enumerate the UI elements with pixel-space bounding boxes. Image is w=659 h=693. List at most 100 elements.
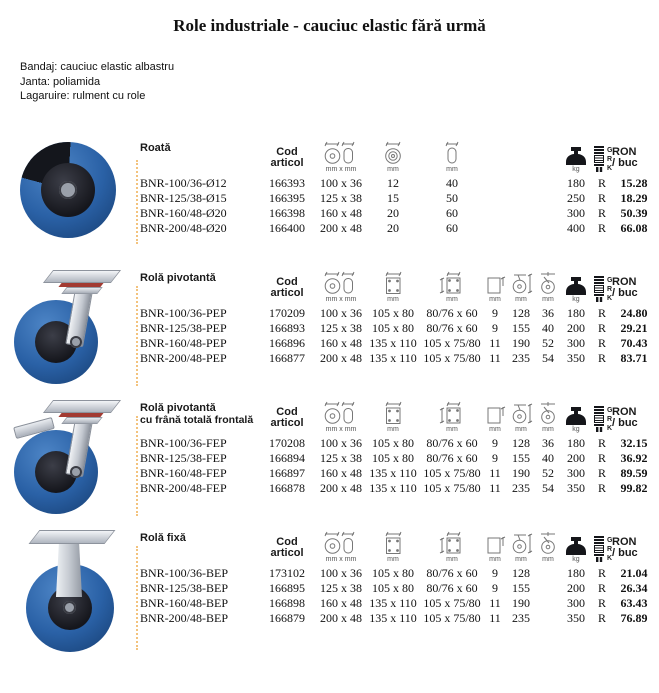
article-code: 166893 [269,321,305,335]
table-row: BNR-160/48-Ø20 166398 160 x 48 20 60 300 R 50.3… [140,206,656,221]
article-code: 166894 [269,451,305,465]
plate-size: 135 x 110 [369,596,417,610]
bearing-type: R [597,566,606,580]
swivel-offset: 36 [542,306,554,320]
bearing-legend-ball: K [594,424,612,432]
table-row: BNR-125/38-PEP 166893 125 x 38 105 x 80 80/7… [140,321,656,336]
product-photo-wheel [14,140,126,244]
total-height-icon: mm [506,401,536,434]
product-name: BNR-100/36-Ø12 [140,176,227,190]
ball-bearing-icon [594,424,604,432]
price: 76.89 [620,611,648,625]
product-name: BNR-200/48-BEP [140,611,229,625]
axle-bolt [70,466,82,478]
bolt-diameter-icon: mm [484,401,506,434]
product-name: BNR-160/48-BEP [140,596,229,610]
bolt-diameter: 11 [489,351,501,365]
product-name: BNR-125/38-FEP [140,451,227,465]
table-row: BNR-160/48-PEP 166896 160 x 48 135 x 110 105… [140,336,656,351]
bearing-type-legend: G R K [594,406,612,434]
total-height: 128 [512,306,530,320]
total-height: 190 [512,336,530,350]
bearing-type-legend: G R K [594,146,612,174]
section-title: Rolă pivotantă [140,272,216,284]
hole-pattern: 80/76 x 60 [426,436,478,450]
price-header: RON / buc [612,536,638,559]
bearing-type: R [597,306,606,320]
info-line-janta: Janta: poliamida [20,75,101,88]
swivel-collar [61,417,103,424]
bearing-type: R [597,351,606,365]
bearing-legend-roller: R [594,155,612,163]
table-row: BNR-100/36-FEP 170208 100 x 36 105 x 80 80/7… [140,436,656,451]
cut-mark-dotted-line [136,160,138,244]
bearing-legend-ball: K [594,554,612,562]
bearing-type: R [597,436,606,450]
swivel-offset [536,176,560,191]
bolt-diameter [484,221,506,236]
table-row: BNR-125/38-BEP 166895 125 x 38 105 x 80 80/7… [140,581,656,596]
product-name: BNR-200/48-FEP [140,481,227,495]
wheel-size: 160 x 48 [320,206,362,220]
load-capacity-icon: kg [560,537,592,564]
product-photo-swivel-caster [8,262,134,388]
hole-pattern: 105 x 75/80 [423,481,481,495]
article-code: 166395 [269,191,305,205]
total-height: 155 [512,581,530,595]
wheel-hub [59,181,77,199]
load-capacity: 200 [567,451,585,465]
article-code: 166398 [269,206,305,220]
roller-bearing-icon [594,545,604,553]
plate-size: 135 x 110 [369,351,417,365]
table-row: BNR-200/48-Ø20 166400 200 x 48 20 60 400 R 66.0… [140,221,656,236]
total-height: 235 [512,351,530,365]
product-table: BNR-100/36-PEP 170209 100 x 36 105 x 80 80/7… [140,306,656,366]
bearing-legend-plain: G [594,406,612,414]
swivel-offset-icon: mm [536,401,560,434]
swivel-offset [536,566,560,581]
swivel-offset [536,221,560,236]
hole-pattern: 80/76 x 60 [426,566,478,580]
table-row: BNR-200/48-FEP 166878 200 x 48 135 x 110 105… [140,481,656,496]
wheel-size: 100 x 36 [320,306,362,320]
article-code-header: Cod articol [270,146,304,169]
bearing-type: R [597,191,606,205]
article-code: 166898 [269,596,305,610]
wheel-size: 100 x 36 [320,176,362,190]
bolt-diameter: 11 [489,336,501,350]
load-capacity-icon: kg [560,147,592,174]
price: 99.82 [620,481,648,495]
plate-size: 105 x 80 [372,581,414,595]
plate-size: 135 x 110 [369,611,417,625]
bolt-diameter [484,191,506,206]
total-height-icon: mm [506,531,536,564]
price: 50.39 [620,206,648,220]
bolt-diameter: 9 [492,306,498,320]
bearing-legend-roller: R [594,285,612,293]
bolt-diameter-icon: mm [484,531,506,564]
bearing-type: R [597,611,606,625]
table-header: Rolă pivotantă Cod articol mm x mm [140,268,656,304]
cut-mark-dotted-line [136,416,138,516]
swivel-offset: 54 [542,481,554,495]
wheel-dimensions-icon: mm x mm [316,271,366,304]
product-name: BNR-200/48-PEP [140,351,227,365]
hole-pattern: 50 [446,191,458,205]
section-title: Rolă pivotantă cu frână totală frontală [140,402,254,426]
axle-bolt [70,336,82,348]
bearing-legend-ball: K [594,294,612,302]
load-capacity: 180 [567,566,585,580]
plate-size-icon: mm [366,531,420,564]
hole-pattern: 105 x 75/80 [423,336,481,350]
bolt-diameter: 9 [492,566,498,580]
bearing-type: R [597,451,606,465]
bearing-type: R [597,466,606,480]
price-header: RON / buc [612,276,638,299]
bearing-type: R [597,221,606,235]
roller-bearing-icon [594,155,604,163]
article-code-header: Cod articol [270,276,304,299]
price: 66.08 [620,221,648,235]
load-capacity: 250 [567,191,585,205]
table-row: BNR-160/48-FEP 166897 160 x 48 135 x 110 105… [140,466,656,481]
